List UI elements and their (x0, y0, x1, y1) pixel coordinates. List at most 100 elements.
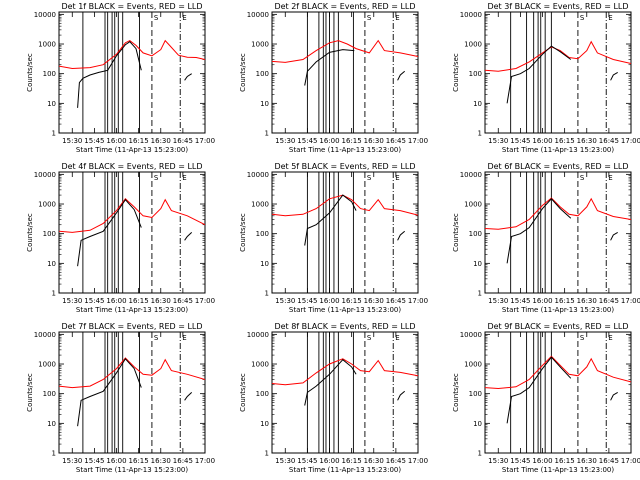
plot-area (59, 332, 205, 453)
x-tick-label: 15:30 (488, 457, 508, 465)
y-tick-label: 10000 (34, 11, 56, 19)
y-tick-label: 10 (260, 420, 269, 428)
dashed-marker-label: S (367, 174, 372, 182)
x-tick-label: 17:00 (195, 457, 215, 465)
lld-series-line (59, 357, 205, 389)
dashdot-marker-label: E (182, 14, 186, 22)
y-tick-label: 100 (43, 230, 56, 238)
x-tick-label: 15:45 (510, 457, 530, 465)
x-axis-label: Start Time (11-Apr-13 15:23:00) (289, 146, 401, 154)
y-tick-label: 10 (47, 420, 56, 428)
x-tick-label: 15:30 (62, 297, 82, 305)
x-tick-label: 17:00 (408, 297, 428, 305)
events-series-line (304, 194, 357, 246)
events-series-line (506, 45, 572, 104)
x-axis-label: Start Time (11-Apr-13 15:23:00) (502, 306, 614, 314)
x-tick-label: 17:00 (195, 297, 215, 305)
events-series-line-late (610, 231, 618, 241)
x-tick-label: 15:45 (297, 457, 317, 465)
plot-area (485, 172, 631, 293)
plot-area (59, 12, 205, 133)
x-tick-label: 16:30 (151, 297, 171, 305)
events-series-line-late (610, 391, 618, 401)
panel-title: Det 3f BLACK = Events, RED = LLD (487, 2, 628, 11)
x-tick-label: 15:30 (62, 457, 82, 465)
x-axis-label: Start Time (11-Apr-13 15:23:00) (502, 466, 614, 474)
plot-area (59, 172, 205, 293)
lld-series-line (59, 39, 205, 70)
y-tick-label: 1000 (464, 201, 482, 209)
x-tick-label: 16:30 (577, 297, 597, 305)
panel-9: Det 9f BLACK = Events, RED = LLD 1 10 100 10… (452, 322, 640, 474)
x-tick-label: 16:15 (555, 137, 575, 145)
x-tick-label: 16:00 (319, 457, 339, 465)
dashed-marker-label: S (154, 334, 159, 342)
events-series-line (506, 198, 572, 264)
x-tick-label: 15:45 (84, 297, 104, 305)
events-series-line (77, 357, 142, 427)
panel-title: Det 9f BLACK = Events, RED = LLD (487, 322, 628, 331)
x-tick-label: 16:30 (364, 137, 384, 145)
y-tick-label: 1000 (251, 41, 269, 49)
panel-title: Det 7f BLACK = Events, RED = LLD (61, 322, 202, 331)
x-tick-label: 16:45 (173, 137, 193, 145)
y-tick-label: 10 (260, 260, 269, 268)
plot-area (272, 172, 418, 293)
events-series-line (506, 356, 572, 424)
x-tick-label: 16:15 (555, 457, 575, 465)
plot-area (272, 12, 418, 133)
y-tick-label: 10 (473, 260, 482, 268)
y-tick-label: 10 (473, 420, 482, 428)
x-tick-label: 15:30 (275, 137, 295, 145)
dashdot-marker-label: E (182, 174, 186, 182)
events-series-line (304, 359, 357, 406)
dashdot-marker-label: E (608, 14, 612, 22)
y-tick-label: 10 (47, 100, 56, 108)
lld-series-line (272, 39, 418, 63)
panel-3: Det 3f BLACK = Events, RED = LLD 1 10 100 10… (452, 2, 640, 154)
y-tick-label: 1 (478, 130, 482, 138)
x-tick-label: 16:30 (577, 137, 597, 145)
lld-series-line (485, 355, 631, 390)
plot-frame (58, 331, 206, 454)
panel-title: Det 6f BLACK = Events, RED = LLD (487, 162, 628, 171)
x-axis-label: Start Time (11-Apr-13 15:23:00) (502, 146, 614, 154)
y-tick-label: 1000 (464, 41, 482, 49)
panel-1: Det 1f BLACK = Events, RED = LLD 1 10 100 10… (26, 2, 215, 154)
events-series-line (304, 49, 355, 86)
y-tick-label: 10000 (460, 11, 482, 19)
x-tick-label: 16:00 (106, 457, 126, 465)
x-tick-label: 16:30 (151, 457, 171, 465)
x-axis-label: Start Time (11-Apr-13 15:23:00) (289, 306, 401, 314)
x-axis-label: Start Time (11-Apr-13 15:23:00) (76, 146, 188, 154)
y-tick-label: 10000 (34, 331, 56, 339)
y-tick-label: 1 (265, 130, 269, 138)
x-tick-label: 16:45 (599, 137, 619, 145)
panel-7: Det 7f BLACK = Events, RED = LLD 1 10 100 10… (26, 322, 215, 474)
y-tick-label: 10000 (34, 171, 56, 179)
y-tick-label: 1000 (464, 361, 482, 369)
plot-frame (271, 171, 419, 294)
x-tick-label: 16:45 (173, 297, 193, 305)
x-tick-label: 16:00 (106, 137, 126, 145)
x-tick-label: 16:45 (386, 457, 406, 465)
events-series-line (77, 198, 142, 267)
x-axis-label: Start Time (11-Apr-13 15:23:00) (76, 466, 188, 474)
y-tick-label: 100 (43, 70, 56, 78)
plot-frame (484, 171, 632, 294)
x-tick-label: 15:45 (84, 137, 104, 145)
x-tick-label: 16:00 (319, 137, 339, 145)
dashed-marker-label: S (154, 14, 159, 22)
panel-2: Det 2f BLACK = Events, RED = LLD 1 10 100 10… (239, 2, 428, 154)
x-tick-label: 16:00 (532, 297, 552, 305)
y-tick-label: 100 (469, 230, 482, 238)
y-tick-label: 1 (52, 450, 56, 458)
panel-6: Det 6f BLACK = Events, RED = LLD 1 10 100 10… (452, 162, 640, 314)
dashdot-marker-label: E (395, 174, 399, 182)
y-tick-label: 1 (478, 290, 482, 298)
x-tick-label: 15:30 (275, 297, 295, 305)
x-tick-label: 15:45 (297, 297, 317, 305)
x-tick-label: 15:45 (510, 297, 530, 305)
dashed-marker-label: S (580, 334, 585, 342)
